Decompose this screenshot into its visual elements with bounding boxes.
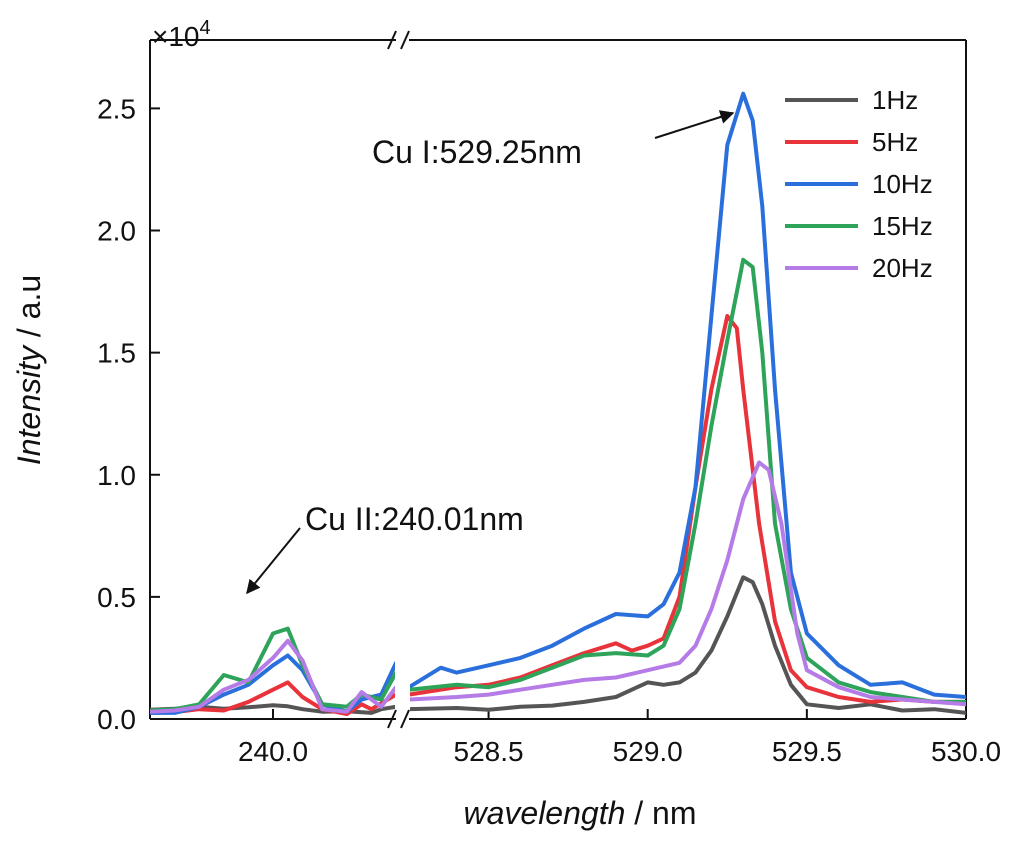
- series-line-10hz: [410, 91, 966, 699]
- y-tick-label: 0.5: [97, 582, 136, 613]
- x-tick-label: 529.0: [613, 736, 683, 767]
- x-tick-label: 240.0: [238, 736, 308, 767]
- series-group-left: [150, 626, 395, 717]
- legend-label: 20Hz: [872, 253, 933, 283]
- series-line-15hz: [410, 257, 966, 704]
- annotation-cu-i-arrow: [654, 110, 735, 139]
- series-group-right: [410, 91, 966, 715]
- y-tick-label: 2.0: [97, 216, 136, 247]
- legend-label: 1Hz: [872, 85, 918, 115]
- y-tick-label: 1.5: [97, 338, 136, 369]
- y-tick-label: 2.5: [97, 93, 136, 124]
- y-multiplier: ×104: [152, 17, 211, 52]
- x-axis-title: wavelength / nm: [463, 795, 696, 831]
- x-tick-label: 529.5: [772, 736, 842, 767]
- series-line-1hz: [410, 575, 966, 715]
- series-line-5hz: [410, 314, 966, 704]
- annotation-cu-ii: Cu II:240.01nm: [305, 501, 524, 537]
- annotation-cu-i: Cu I:529.25nm: [372, 134, 582, 170]
- axis-break-marks: [387, 30, 410, 729]
- y-axis: 0.0 0.5 1.0 1.5 2.0 2.5: [97, 93, 160, 735]
- legend: 1Hz 5Hz 10Hz 15Hz 20Hz: [785, 85, 933, 283]
- x-tick-label: 530.0: [931, 736, 1001, 767]
- plot-frame: [149, 39, 967, 720]
- y-axis-title: Intensity / a.u: [11, 275, 47, 465]
- legend-label: 10Hz: [872, 169, 933, 199]
- x-tick-label: 528.5: [454, 736, 524, 767]
- annotation-cu-ii-arrow: [246, 527, 301, 595]
- y-tick-label: 0.0: [97, 704, 136, 735]
- series-line-5hz: [150, 680, 395, 717]
- series-line-20hz: [410, 460, 966, 707]
- x-axis: 240.0 528.5 529.0 529.5 530.0: [238, 709, 1001, 767]
- y-tick-label: 1.0: [97, 460, 136, 491]
- series-line-20hz: [150, 638, 395, 714]
- legend-label: 15Hz: [872, 211, 933, 241]
- legend-label: 5Hz: [872, 127, 918, 157]
